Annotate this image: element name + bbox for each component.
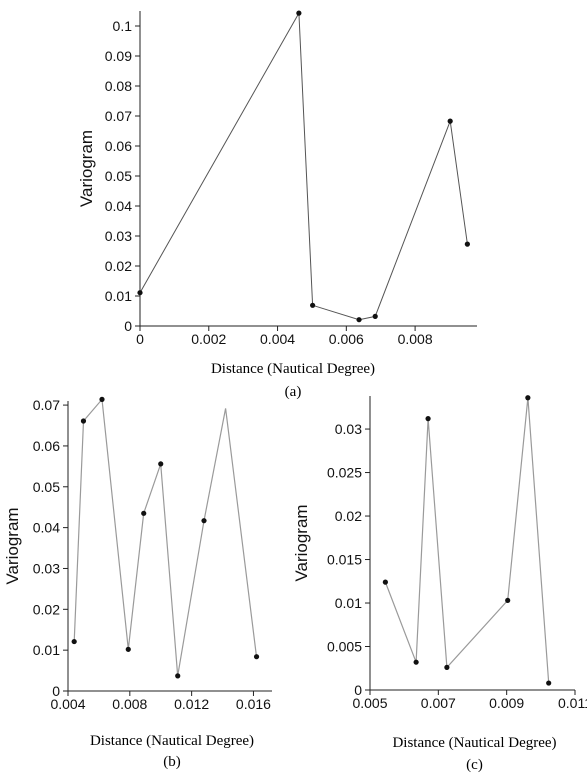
x-axis-title-b: Distance (Nautical Degree): [90, 733, 254, 749]
y-tick-label-a: 0.09: [105, 48, 132, 64]
series-line-b: [73, 397, 258, 677]
y-tick-label-a: 0.05: [105, 168, 132, 184]
y-tick-label-a: 0.08: [105, 78, 132, 94]
subfigure-caption-a: (a): [285, 384, 302, 400]
y-tick-label-a: 0.01: [105, 288, 132, 304]
y-tick-label-c: 0: [354, 682, 362, 698]
y-tick-label-a: 0.04: [105, 198, 132, 214]
y-tick-label-a: 0.07: [105, 108, 132, 124]
data-point-c: [444, 664, 450, 670]
x-axis-title-c: Distance (Nautical Degree): [392, 735, 556, 751]
x-tick-label-c: 0.009: [489, 695, 524, 711]
subfigure-caption-b: (b): [163, 754, 181, 770]
data-point-a: [137, 290, 143, 296]
y-tick-label-c: 0.025: [327, 465, 362, 481]
x-tick-label-a: 0.006: [329, 331, 364, 347]
y-tick-label-b: 0.07: [33, 397, 60, 413]
y-tick-label-b: 0.06: [33, 438, 60, 454]
y-tick-label-b: 0.02: [33, 601, 60, 617]
y-tick-label-c: 0.03: [335, 421, 362, 437]
y-tick-label-b: 0.04: [33, 520, 60, 536]
x-tick-label-b: 0.008: [112, 696, 147, 712]
data-point-a: [372, 313, 378, 319]
data-point-b: [99, 396, 105, 402]
y-tick-label-c: 0.005: [327, 639, 362, 655]
y-tick-label-c: 0.01: [335, 595, 362, 611]
x-tick-label-a: 0.004: [260, 331, 295, 347]
y-tick-label-a: 0.1: [113, 18, 133, 34]
data-point-c: [525, 395, 531, 401]
data-point-b: [71, 638, 77, 645]
subfigure-caption-c: (c): [466, 757, 483, 773]
x-axis-title-a: Distance (Nautical Degree): [211, 361, 375, 377]
data-point-b: [158, 461, 164, 467]
data-point-b: [201, 518, 207, 524]
data-point-b: [175, 673, 181, 679]
data-point-b: [253, 654, 260, 660]
y-tick-label-a: 0.03: [105, 228, 132, 244]
x-tick-label-a: 0.008: [398, 331, 433, 347]
series-line-a: [139, 11, 468, 321]
data-point-c: [546, 680, 552, 686]
x-tick-label-c: 0.005: [352, 695, 387, 711]
y-tick-label-a: 0.06: [105, 138, 132, 154]
data-point-c: [505, 597, 511, 604]
data-point-c: [425, 416, 431, 422]
x-tick-label-c: 0.011: [558, 695, 587, 711]
y-axis-title-c: Variogram: [292, 504, 311, 581]
x-tick-label-c: 0.007: [421, 695, 456, 711]
data-point-a: [464, 241, 470, 247]
data-point-b: [141, 510, 147, 516]
y-tick-label-b: 0.01: [33, 642, 60, 658]
y-tick-label-b: 0.03: [33, 560, 60, 576]
y-tick-label-b: 0: [52, 683, 60, 699]
x-tick-label-b: 0.004: [50, 696, 85, 712]
data-point-b: [80, 418, 87, 424]
data-point-c: [413, 659, 419, 665]
x-tick-label-b: 0.012: [174, 696, 209, 712]
x-tick-label-a: 0: [136, 331, 144, 347]
data-point-a: [356, 317, 362, 323]
data-point-a: [296, 10, 302, 16]
y-axis-title-b: Variogram: [3, 507, 22, 584]
data-point-a: [310, 302, 316, 308]
y-axis-title-a: Variogram: [77, 130, 96, 207]
x-tick-label-b: 0.016: [236, 696, 271, 712]
y-tick-label-b: 0.05: [33, 479, 60, 495]
y-tick-label-c: 0.02: [335, 508, 362, 524]
data-point-b: [125, 646, 131, 652]
y-tick-label-a: 0.02: [105, 258, 132, 274]
data-point-a: [447, 118, 453, 124]
series-line-c: [384, 397, 550, 684]
y-tick-label-a: 0: [124, 318, 132, 334]
data-point-c: [382, 579, 388, 585]
x-tick-label-a: 0.002: [191, 331, 226, 347]
y-tick-label-c: 0.015: [327, 552, 362, 568]
